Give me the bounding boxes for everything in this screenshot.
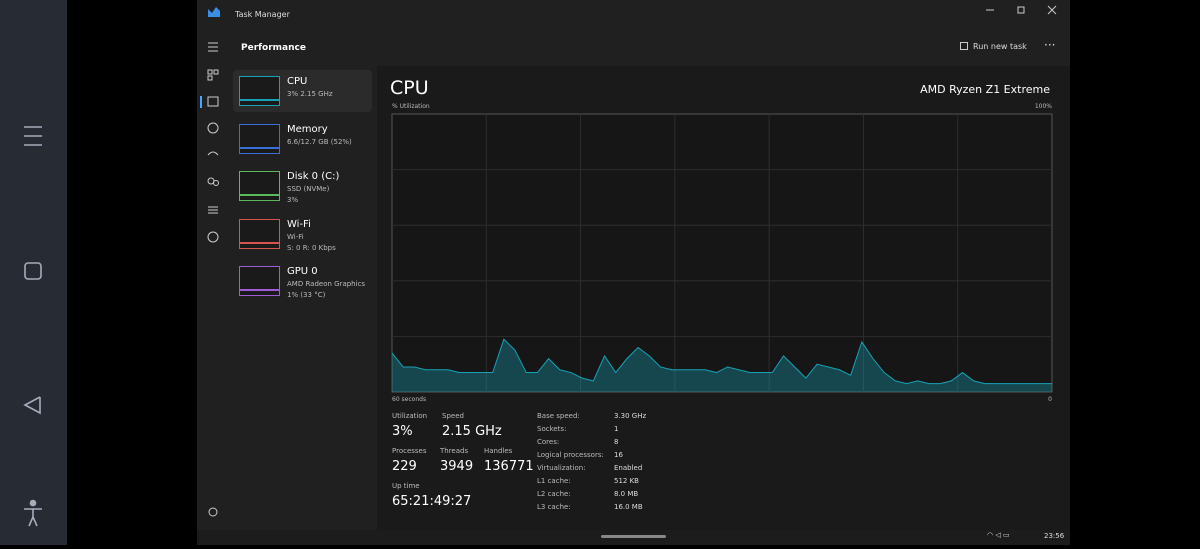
cpu-line [391,338,1052,385]
cpu-area [392,339,1052,392]
phone-navbar [0,0,67,545]
device-name: GPU 0 [287,266,318,277]
plot-area [391,113,1053,393]
page-title: Performance [241,43,306,53]
spec-key: L2 cache: [537,490,571,498]
stat-value: 136771 [484,459,534,474]
device-name: CPU [287,76,308,87]
spec-value: 8 [614,438,619,446]
device-name: Wi-Fi [287,218,311,230]
spec-value: 16.0 MB [614,503,643,511]
spec-key: Base speed: [537,412,580,420]
thumbnail-trace [240,241,279,244]
spec-key: Logical processors: [537,451,604,459]
device-detail: 3% [287,196,299,204]
stat-value: 2.15 GHz [442,424,502,439]
spec-value: 16 [614,451,623,459]
home-indicator [601,535,666,538]
thumbnail-trace [240,99,279,101]
tray-icons[interactable]: ◠ ◁ ▭ [987,531,1010,539]
cpu-model: AMD Ryzen Z1 Extreme [920,83,1050,96]
taskbar: ◠ ◁ ▭ 23:56 [197,530,1070,545]
stat-value: 65:21:49:27 [392,494,472,509]
x-axis-label: 60 seconds [392,396,427,403]
device-item[interactable]: Wi-Fi Wi-Fi S: 0 R: 0 Kbps [233,213,372,255]
device-item[interactable]: CPU 3% 2.15 GHz [233,70,372,112]
run-new-task-label[interactable]: Run new task [973,42,1027,51]
device-detail: 6.6/12.7 GB (52%) [287,137,352,146]
y-tick-label: 100% [1035,103,1052,110]
spec-key: Cores: [537,438,560,446]
device-name: Disk 0 (C:) [287,171,340,182]
window-controls[interactable] [977,2,1070,18]
device-thumbnail [239,171,280,201]
detail-heading: CPU [390,77,429,99]
thumbnail-trace [240,194,279,196]
stat-label: Processes [392,447,427,455]
spec-value: 1 [614,425,619,433]
nav-rail[interactable] [197,30,228,530]
stat-value: 229 [392,459,417,474]
device-item[interactable]: Disk 0 (C:) SSD (NVMe) 3% [233,165,372,207]
app-icon [208,7,220,17]
device-detail: Wi-Fi [287,232,304,241]
more-button[interactable]: ··· [1044,38,1056,52]
spec-key: L1 cache: [537,477,571,485]
stat-label: Utilization [392,412,428,420]
run-new-task-button[interactable]: Run new task [960,42,1027,51]
spec-value: Enabled [614,464,643,472]
y-axis-label: % Utilization [392,103,430,110]
thumbnail-trace [240,146,279,149]
device-thumbnail [239,123,280,154]
device-thumbnail [239,266,280,296]
stat-label: Up time [392,482,420,490]
device-thumbnail [239,218,280,249]
spec-value: 8.0 MB [614,490,639,498]
device-detail: AMD Radeon Graphics [287,280,366,288]
stat-value: 3949 [440,459,474,474]
spec-key: Virtualization: [537,464,586,472]
device-detail: 3% 2.15 GHz [287,90,333,98]
spec-key: Sockets: [537,425,567,433]
y-tick-label: 0 [1048,396,1052,403]
device-thumbnail [239,76,280,106]
stat-value: 3% [392,424,413,439]
device-name: Memory [287,123,328,135]
device-detail: 1% (33 °C) [287,291,326,299]
device-detail: S: 0 R: 0 Kbps [287,243,336,252]
stat-label: Threads [440,447,469,455]
stat-label: Handles [484,447,513,455]
spec-value: 3.30 GHz [614,412,647,420]
spec-key: L3 cache: [537,503,571,511]
stat-label: Speed [442,412,464,420]
thumbnail-trace [240,289,279,291]
device-detail: SSD (NVMe) [287,185,330,193]
device-item[interactable]: GPU 0 AMD Radeon Graphics 1% (33 °C) [233,260,372,302]
spec-value: 512 KB [614,477,639,485]
window-title: Task Manager [235,10,290,19]
phone-nav-icons [23,126,42,527]
clock: 23:56 [1044,532,1065,540]
device-item[interactable]: Memory 6.6/12.7 GB (52%) [233,118,372,160]
